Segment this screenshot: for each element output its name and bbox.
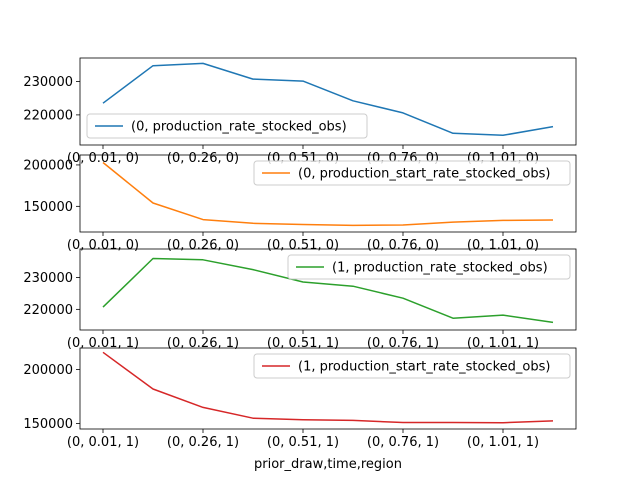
data-point bbox=[552, 218, 555, 221]
data-point bbox=[202, 62, 205, 65]
data-point bbox=[152, 64, 155, 67]
data-point bbox=[102, 161, 105, 164]
x-tick-label: (0, 0.51, 0) bbox=[267, 238, 339, 253]
data-point bbox=[252, 417, 255, 420]
x-tick-label: (0, 0.01, 0) bbox=[67, 238, 139, 253]
x-tick-label: (0, 0.76, 0) bbox=[367, 238, 439, 253]
data-point bbox=[452, 317, 455, 320]
x-tick-label: (0, 1.01, 1) bbox=[467, 336, 539, 351]
x-tick-label: (0, 0.26, 0) bbox=[167, 151, 239, 166]
x-tick-label: (0, 0.01, 1) bbox=[67, 435, 139, 450]
data-point bbox=[302, 223, 305, 226]
legend-label: (1, production_start_rate_stocked_obs) bbox=[298, 360, 550, 375]
y-tick-label: 200000 bbox=[23, 158, 73, 173]
series-line bbox=[102, 62, 554, 137]
data-point bbox=[352, 419, 355, 422]
legend-box bbox=[287, 254, 571, 280]
data-point bbox=[352, 99, 355, 102]
x-tick-label: (0, 0.76, 1) bbox=[367, 336, 439, 351]
data-point bbox=[452, 421, 455, 424]
data-point bbox=[202, 258, 205, 261]
subplot-3: 220000 230000 (0, 0.01, 1) (0, 0.26, 1) (0, … bbox=[23, 248, 577, 351]
legend-label: (0, production_start_rate_stocked_obs) bbox=[298, 167, 550, 182]
data-point bbox=[252, 268, 255, 271]
legend: (1, production_start_rate_stocked_obs) bbox=[253, 353, 571, 379]
legend: (1, production_rate_stocked_obs) bbox=[287, 254, 571, 280]
data-point bbox=[502, 219, 505, 222]
data-point bbox=[552, 321, 555, 324]
data-point bbox=[102, 306, 105, 309]
subplot-2: 150000 200000 (0, 0.01, 0) (0, 0.26, 0) (0, … bbox=[23, 154, 577, 253]
y-tick-label: 200000 bbox=[23, 363, 73, 378]
legend: (0, production_rate_stocked_obs) bbox=[86, 113, 368, 139]
y-tick-label: 230000 bbox=[23, 75, 73, 90]
legend-label: (0, production_rate_stocked_obs) bbox=[131, 120, 347, 135]
series-line bbox=[102, 161, 554, 227]
data-point bbox=[452, 221, 455, 224]
axes-frame bbox=[79, 57, 577, 146]
x-tick-label: (0, 0.26, 1) bbox=[167, 435, 239, 450]
data-point bbox=[252, 222, 255, 225]
x-tick-label: (0, 0.01, 1) bbox=[67, 336, 139, 351]
x-tick-label: (0, 0.51, 1) bbox=[267, 336, 339, 351]
data-point bbox=[502, 314, 505, 317]
x-tick-label: (0, 0.76, 1) bbox=[367, 435, 439, 450]
series-line bbox=[102, 257, 554, 324]
axes-frame bbox=[79, 154, 577, 233]
data-point bbox=[302, 281, 305, 284]
x-tick-label: (0, 1.01, 0) bbox=[467, 238, 539, 253]
data-point bbox=[402, 111, 405, 114]
data-point bbox=[402, 223, 405, 226]
data-point bbox=[102, 351, 105, 354]
data-point bbox=[152, 388, 155, 391]
legend-label: (1, production_rate_stocked_obs) bbox=[332, 261, 548, 276]
legend: (0, production_start_rate_stocked_obs) bbox=[253, 160, 571, 186]
data-point bbox=[102, 102, 105, 105]
x-tick-label: (0, 0.26, 0) bbox=[167, 238, 239, 253]
y-tick-label: 150000 bbox=[23, 417, 73, 432]
data-point bbox=[552, 125, 555, 128]
legend-box bbox=[253, 353, 571, 379]
data-point bbox=[202, 218, 205, 221]
y-tick-label: 150000 bbox=[23, 200, 73, 215]
legend-box bbox=[86, 113, 368, 139]
data-point bbox=[352, 224, 355, 227]
data-point bbox=[152, 202, 155, 205]
data-point bbox=[452, 132, 455, 135]
data-point bbox=[402, 297, 405, 300]
data-point bbox=[502, 134, 505, 137]
data-point bbox=[502, 421, 505, 424]
x-tick-label: (0, 0.26, 1) bbox=[167, 336, 239, 351]
data-point bbox=[402, 421, 405, 424]
x-axis-label: prior_draw,time,region bbox=[254, 457, 402, 472]
axes-frame bbox=[79, 248, 577, 331]
data-point bbox=[302, 418, 305, 421]
data-point bbox=[302, 80, 305, 83]
data-point bbox=[552, 419, 555, 422]
series-line bbox=[102, 351, 554, 424]
axes-frame bbox=[79, 347, 577, 430]
x-tick-label: (0, 0.51, 1) bbox=[267, 435, 339, 450]
y-tick-label: 220000 bbox=[23, 108, 73, 123]
data-point bbox=[352, 285, 355, 288]
data-point bbox=[202, 406, 205, 409]
subplot-4: 150000 200000 (0, 0.01, 1) (0, 0.26, 1) (0, … bbox=[23, 347, 577, 450]
data-point bbox=[252, 78, 255, 81]
y-tick-label: 230000 bbox=[23, 271, 73, 286]
legend-box bbox=[253, 160, 571, 186]
y-tick-label: 220000 bbox=[23, 303, 73, 318]
x-tick-label: (0, 1.01, 1) bbox=[467, 435, 539, 450]
data-point bbox=[152, 257, 155, 260]
